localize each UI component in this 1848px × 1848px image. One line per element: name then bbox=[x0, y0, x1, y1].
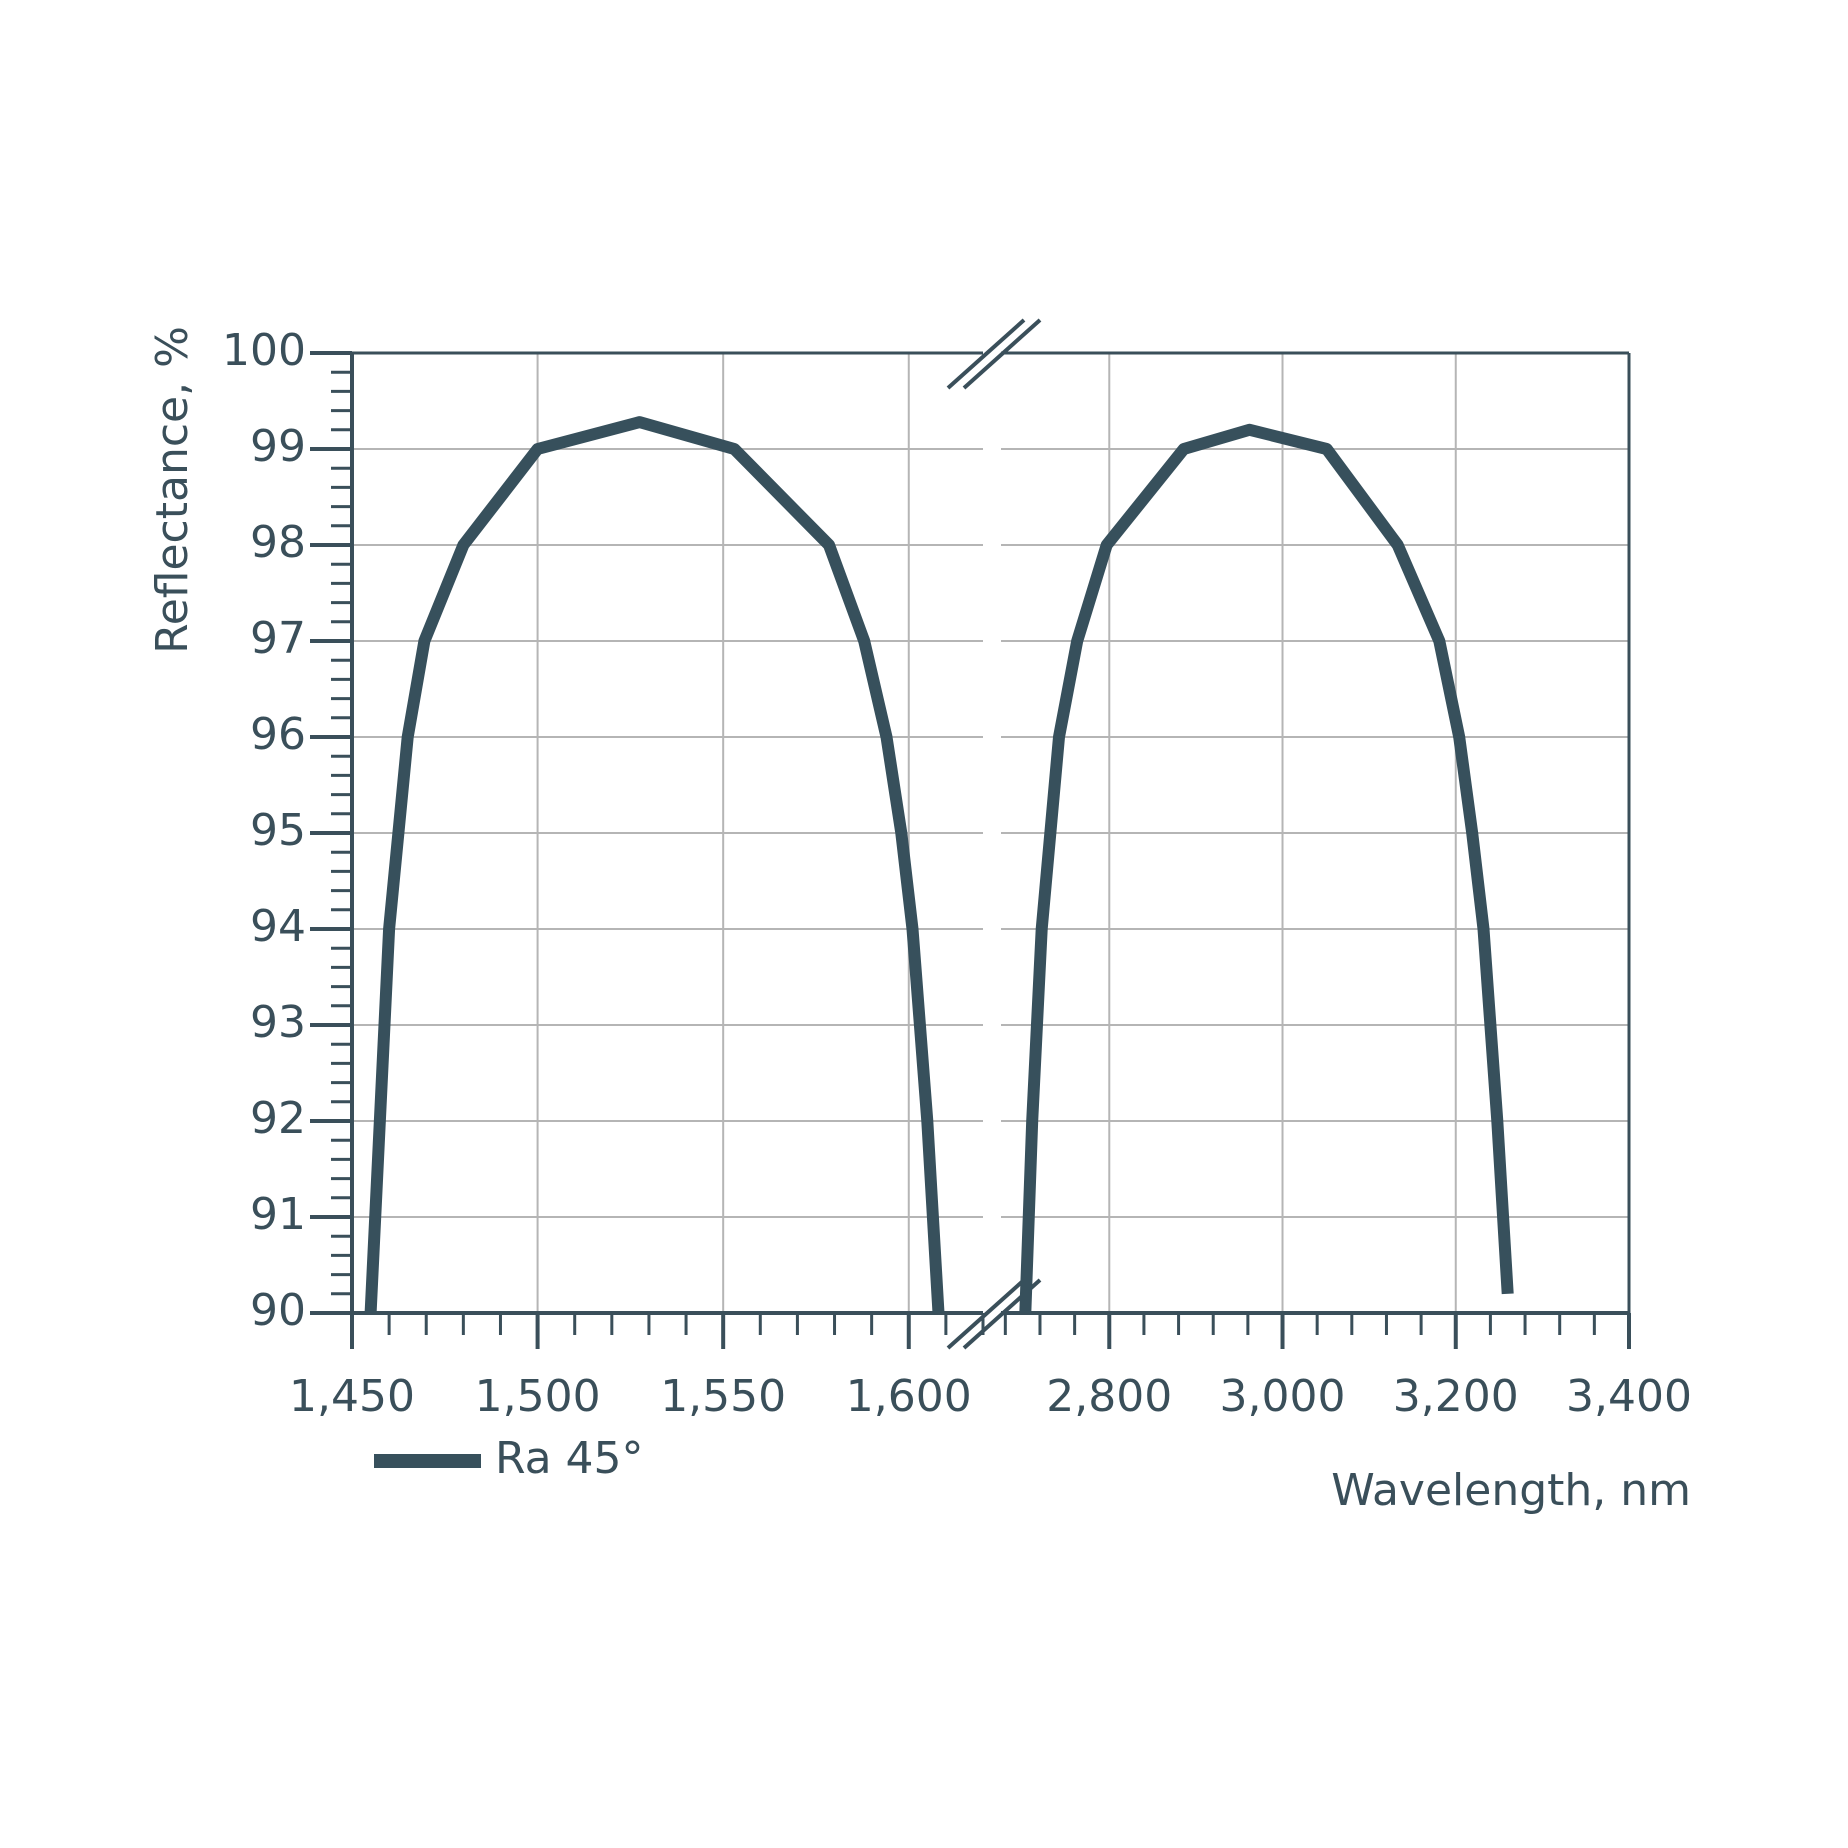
y-tick-label: 91 bbox=[250, 1189, 306, 1240]
data-line bbox=[364, 416, 1514, 1314]
x-tick-label: 1,600 bbox=[846, 1371, 972, 1422]
x-tick-label: 1,450 bbox=[289, 1371, 415, 1422]
x-tick-label: 3,400 bbox=[1566, 1371, 1692, 1422]
y-tick-label: 90 bbox=[250, 1285, 306, 1336]
x-tick-label: 1,500 bbox=[475, 1371, 601, 1422]
y-tick-label: 98 bbox=[250, 517, 306, 568]
x-axis-label: Wavelength, nm bbox=[1331, 1465, 1691, 1516]
y-tick-label: 95 bbox=[250, 805, 306, 856]
y-axis-label: Reflectance, % bbox=[147, 326, 198, 654]
y-tick-label: 94 bbox=[250, 901, 306, 952]
legend-label: Ra 45° bbox=[495, 1433, 644, 1484]
y-tick-label: 97 bbox=[250, 613, 306, 664]
y-tick-label: 93 bbox=[250, 997, 306, 1048]
x-tick-label: 2,800 bbox=[1046, 1371, 1172, 1422]
x-tick-label: 3,200 bbox=[1393, 1371, 1519, 1422]
y-tick-label: 99 bbox=[250, 421, 306, 472]
y-tick-label: 100 bbox=[222, 325, 306, 376]
y-tick-label: 92 bbox=[250, 1093, 306, 1144]
x-tick-label: 3,000 bbox=[1220, 1371, 1346, 1422]
x-tick-label: 1,550 bbox=[660, 1371, 786, 1422]
y-tick-label: 96 bbox=[250, 709, 306, 760]
